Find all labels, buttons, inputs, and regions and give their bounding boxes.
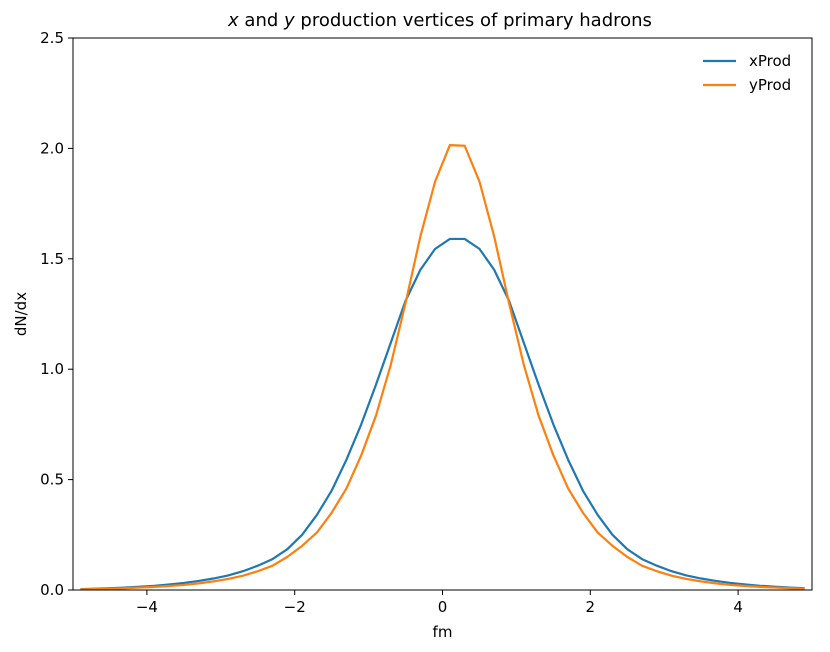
ticks-layer: −4 −2 0 2 4 0.0 0.5 1.0 1.5 2.0 2.5: [40, 29, 743, 616]
y-tick-label: 1.5: [40, 250, 64, 268]
legend: xProd yProd: [703, 52, 791, 94]
y-tick-label: 0.0: [40, 581, 64, 599]
title-var-y: y: [283, 10, 295, 31]
y-tick-label: 2.5: [40, 29, 64, 47]
y-tick-label: 0.5: [40, 471, 64, 489]
x-tick-label: 4: [733, 598, 743, 616]
title-mid: and: [239, 10, 284, 31]
legend-label-xProd: xProd: [749, 52, 791, 70]
chart-title: x and y production vertices of primary h…: [227, 10, 652, 31]
plot-frame: [72, 37, 813, 591]
x-tick-label: 0: [438, 598, 448, 616]
legend-label-yProd: yProd: [749, 76, 791, 94]
x-tick-label: 2: [586, 598, 596, 616]
y-tick-label: 1.0: [40, 360, 64, 378]
series-line-xProd: [80, 237, 805, 590]
series-line-yProd: [80, 143, 805, 590]
title-suffix: production vertices of primary hadrons: [295, 10, 652, 31]
x-tick-label: −4: [136, 598, 158, 616]
y-axis-label: dN/dx: [12, 292, 30, 336]
x-tick-label: −2: [284, 598, 306, 616]
series-layer: [80, 143, 805, 590]
y-tick-label: 2.0: [40, 139, 64, 157]
title-var-x: x: [227, 10, 239, 31]
x-axis-label: fm: [433, 623, 453, 641]
